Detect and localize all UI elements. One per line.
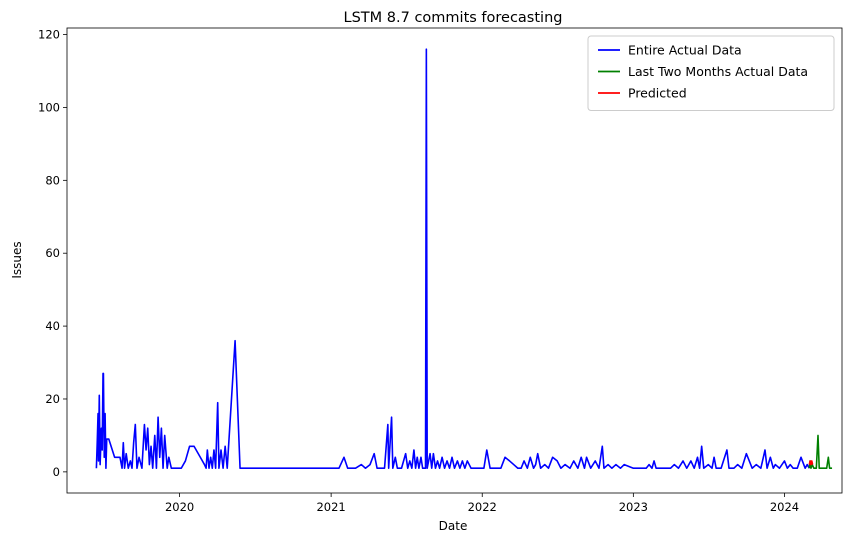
legend-label-2: Last Two Months Actual Data <box>628 64 808 79</box>
x-tick-label: 2024 <box>770 500 799 514</box>
x-tick-label: 2021 <box>316 500 345 514</box>
x-axis-label: Date <box>439 519 468 533</box>
chart-title: LSTM 8.7 commits forecasting <box>344 10 563 26</box>
series-line-1 <box>95 48 810 470</box>
x-tick-label: 2023 <box>619 500 648 514</box>
x-tick-label: 2020 <box>165 500 194 514</box>
legend-box <box>587 35 835 111</box>
y-tick-label: 0 <box>53 465 60 479</box>
y-tick-label: 40 <box>45 319 60 333</box>
x-axis: 2020 2021 2022 2023 2024 <box>165 493 799 514</box>
y-tick-label: 20 <box>45 392 60 406</box>
legend-label-3: Predicted <box>628 86 687 101</box>
legend-label-1: Entire Actual Data <box>628 43 742 58</box>
y-tick-label: 100 <box>38 100 60 114</box>
x-tick-label: 2022 <box>468 500 497 514</box>
y-tick-label: 80 <box>45 173 60 187</box>
plot-area <box>95 48 833 470</box>
y-tick-label: 60 <box>45 246 60 260</box>
y-axis: 0 20 40 60 80 100 120 <box>38 28 67 479</box>
legend: Entire Actual Data Last Two Months Actual… <box>587 35 835 111</box>
plot-frame <box>66 27 843 494</box>
series-line-2 <box>808 434 833 470</box>
y-tick-label: 120 <box>38 28 60 42</box>
y-axis-label: Issues <box>10 241 24 278</box>
series-line-3 <box>808 460 814 466</box>
